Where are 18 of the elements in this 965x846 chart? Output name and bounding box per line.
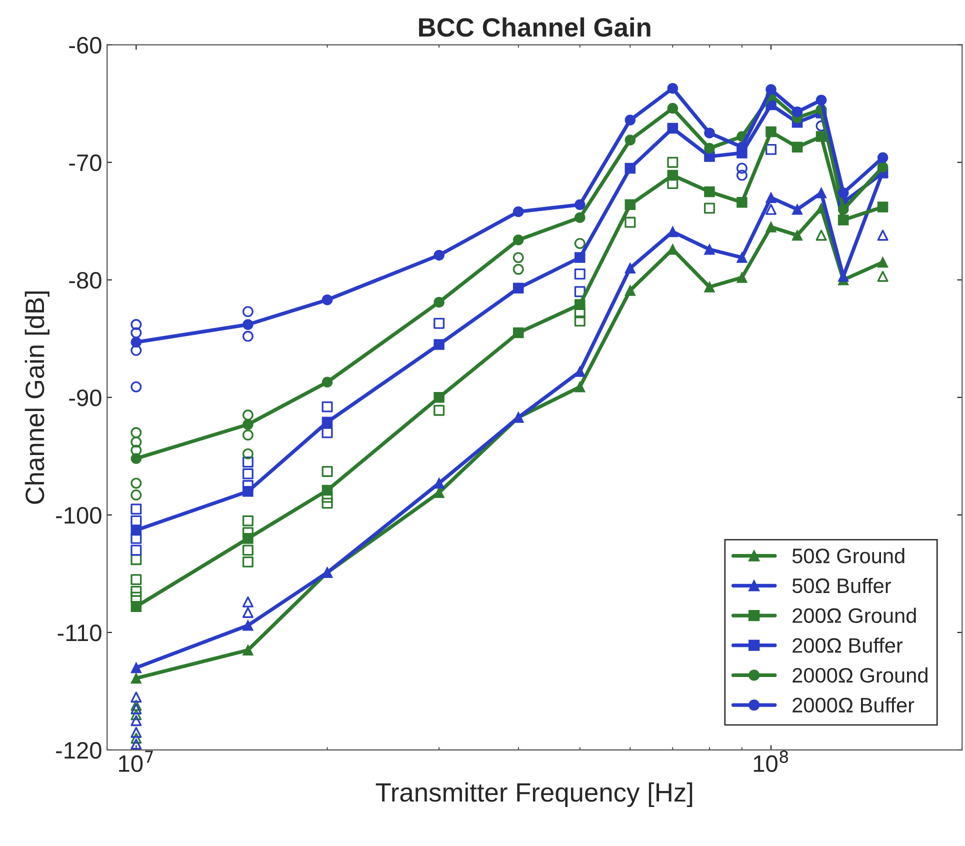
y-tick-label: -60 <box>69 36 102 54</box>
legend-label: 2000Ω Ground <box>792 667 928 683</box>
x-axis-title: Transmitter Frequency [Hz] <box>376 782 692 808</box>
y-tick-label: -110 <box>58 624 102 642</box>
chart-title: BCC Channel Gain <box>419 17 650 37</box>
y-tick-label: -100 <box>56 507 102 524</box>
legend-label: 50Ω Ground <box>792 548 904 564</box>
y-axis-title: Channel Gain [dB] <box>24 291 50 504</box>
x-tick-label: 10$^{8}$ <box>754 750 788 772</box>
y-tick-label: -90 <box>69 389 102 406</box>
legend-label: 200Ω Buffer <box>792 638 903 653</box>
legend-label: 200Ω Ground <box>792 608 916 624</box>
y-tick-label: -120 <box>56 742 102 759</box>
y-tick-label: -70 <box>69 154 102 172</box>
legend-label: 2000Ω Buffer <box>792 697 914 713</box>
y-tick-label: -80 <box>69 272 102 289</box>
x-tick-label: 10$^{7}$ <box>119 750 153 772</box>
legend-label: 50Ω Buffer <box>792 578 891 594</box>
